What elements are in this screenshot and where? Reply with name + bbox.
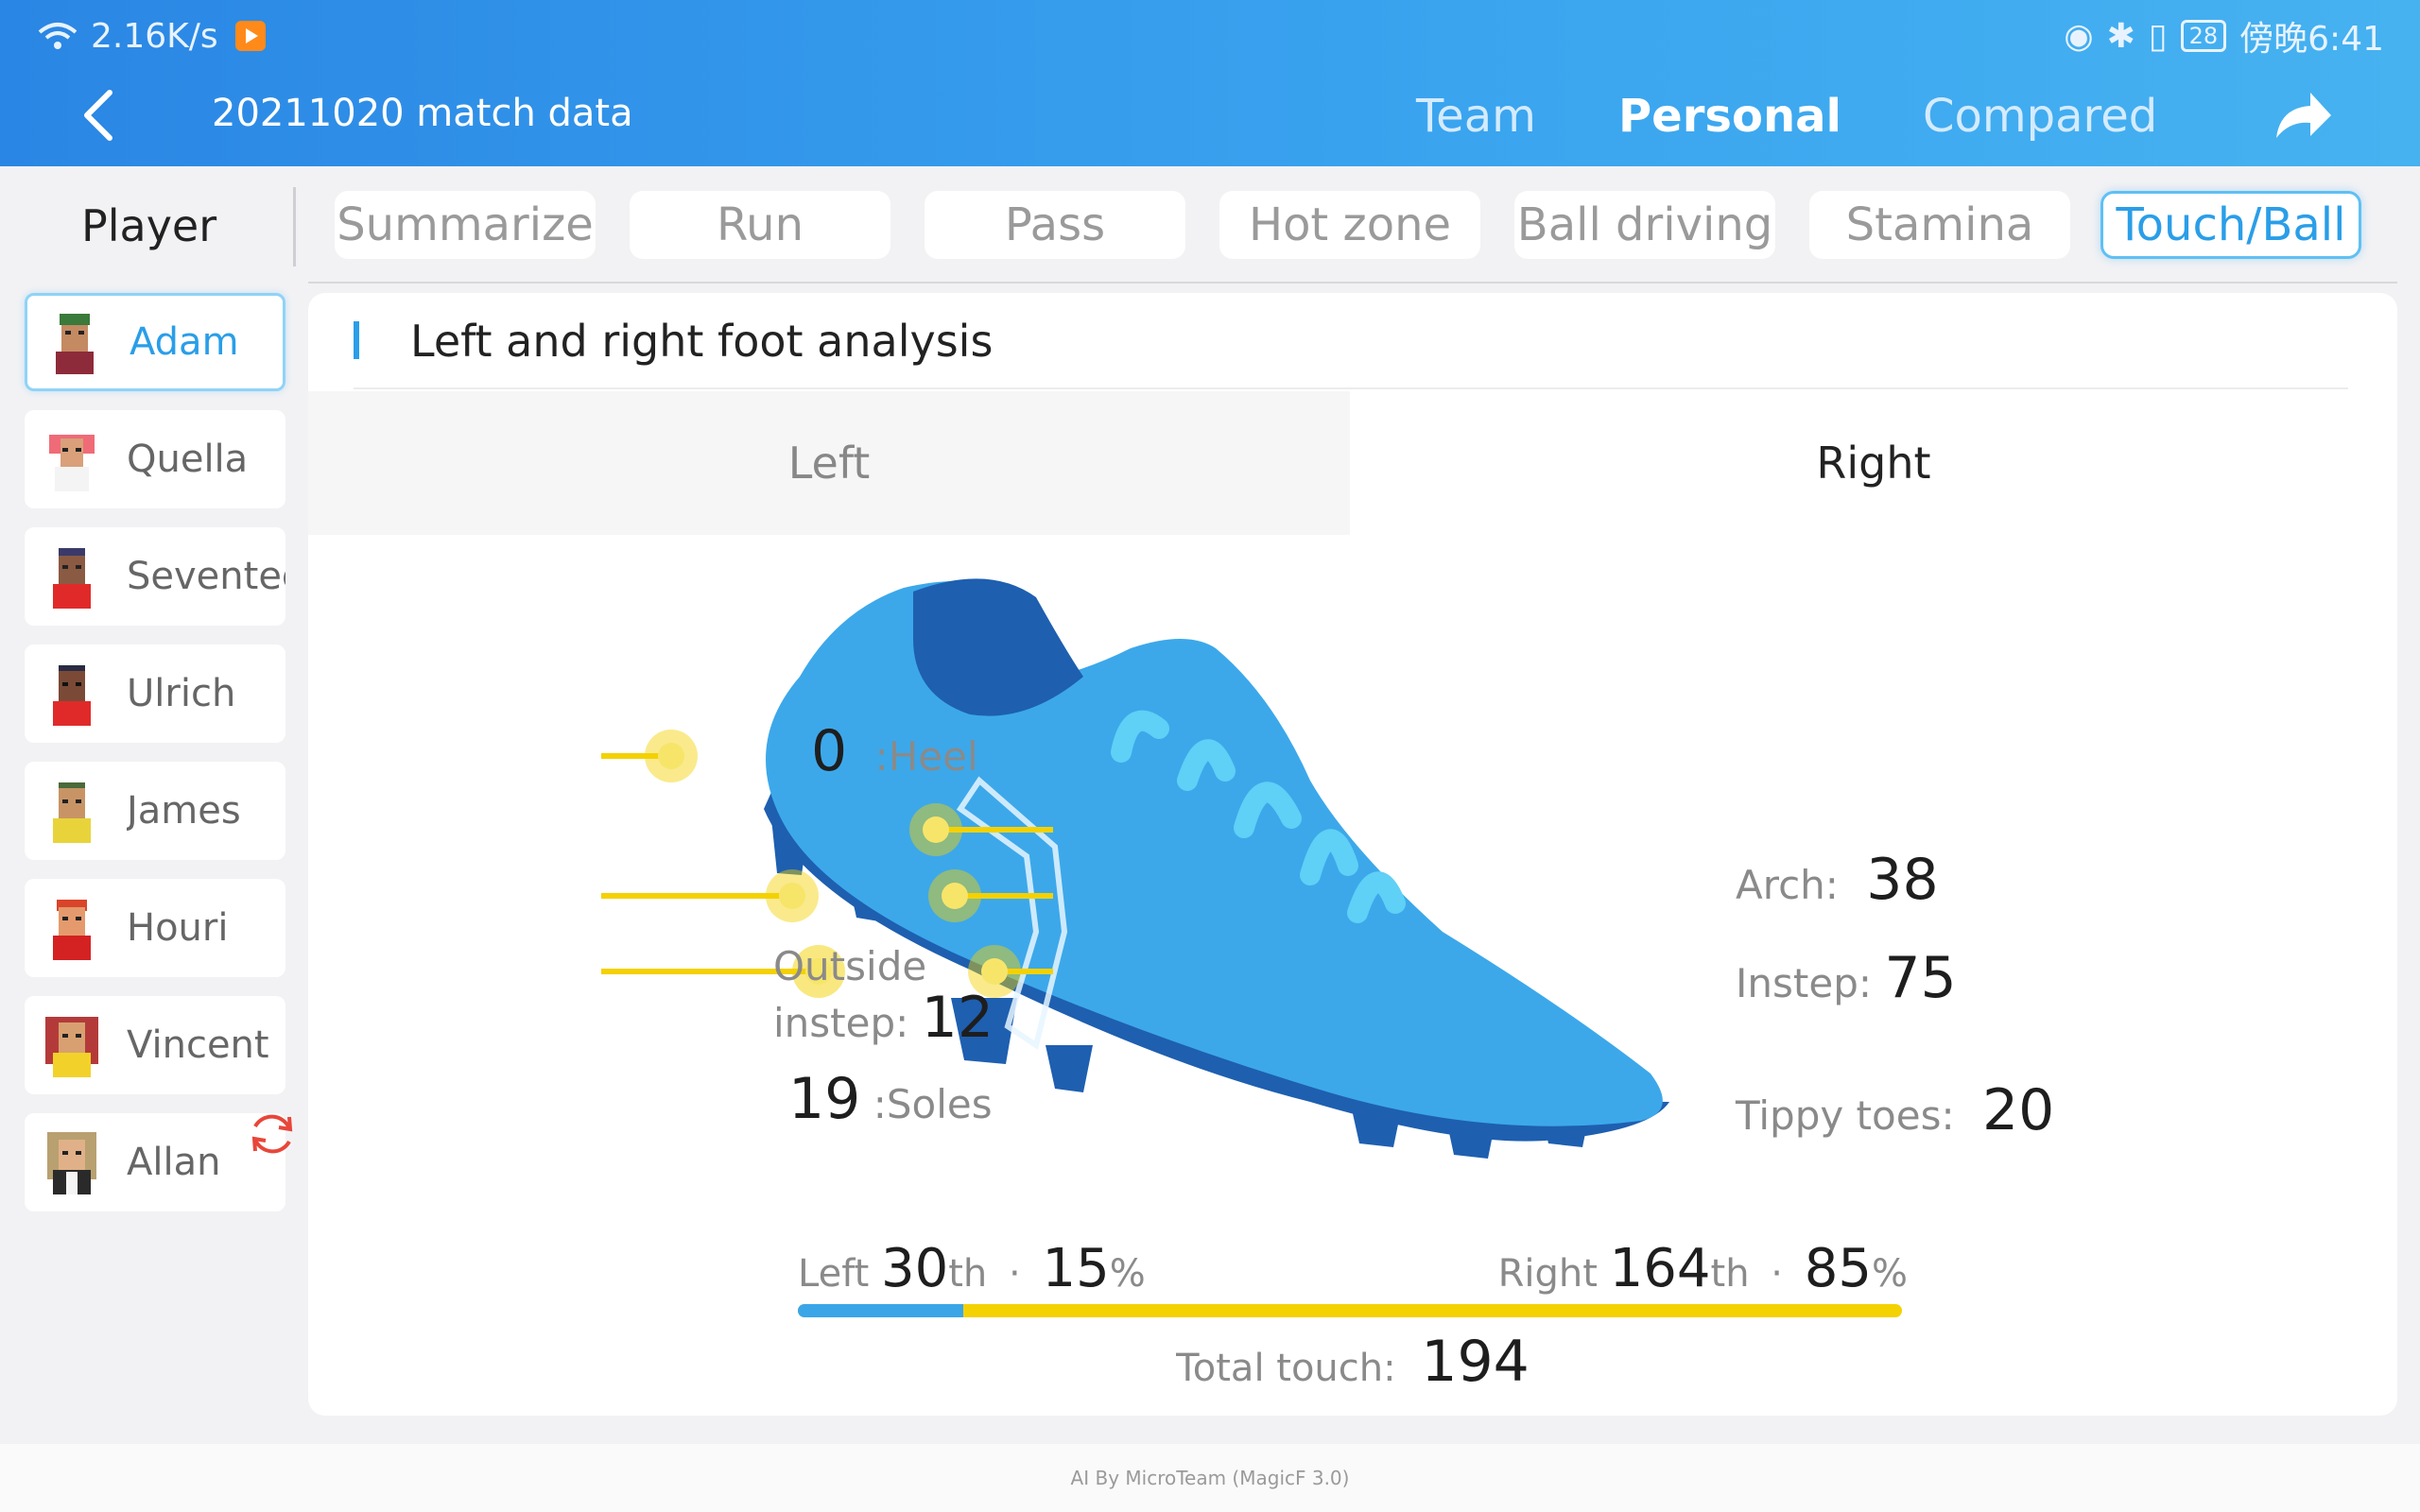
zone-tippy-toes: Tippy toes: 20	[1736, 1077, 2054, 1143]
subtab-summarize[interactable]: Summarize	[335, 191, 596, 259]
total-touch-label: Total touch:	[1176, 1347, 1396, 1390]
share-icon[interactable]	[2273, 87, 2335, 144]
app-header: 2.16K/s ◉ ✱ ▯ 28 傍晚6:41 20211020 match d…	[0, 0, 2420, 166]
zone-heel: 0 :Heel	[811, 718, 978, 784]
zone-markers	[645, 730, 1021, 998]
heading-divider	[293, 187, 296, 266]
total-touch-value: 194	[1421, 1329, 1530, 1395]
player-item-seventee[interactable]: Seventee	[25, 527, 285, 626]
right-separator: ·	[1771, 1252, 1783, 1296]
zone-instep: Instep: 75	[1736, 945, 1957, 1011]
footer-credit: AI By MicroTeam (MagicF 3.0)	[0, 1444, 2420, 1512]
tab-compared[interactable]: Compared	[1923, 90, 2158, 143]
back-arrow-icon[interactable]	[76, 87, 119, 144]
bluetooth-icon: ✱	[2106, 16, 2135, 56]
zone-outside-instep-label: Outside	[773, 943, 927, 989]
player-name: Vincent	[127, 1023, 269, 1067]
shoe-illustration	[601, 578, 1669, 1159]
section-marker	[354, 321, 359, 359]
player-name: Ulrich	[127, 672, 236, 715]
left-foot-fill	[798, 1304, 964, 1317]
subtab-touch-ball[interactable]: Touch/Ball	[2100, 191, 2361, 259]
clock: 傍晚6:41	[2239, 20, 2384, 59]
subtab-run[interactable]: Run	[630, 191, 890, 259]
status-bar-left: 2.16K/s	[38, 13, 266, 59]
instep-label: Instep:	[1736, 960, 1873, 1006]
player-name: Adam	[130, 320, 239, 364]
player-item-ulrich[interactable]: Ulrich	[25, 644, 285, 743]
section-divider	[354, 387, 2348, 389]
player-item-allan[interactable]: Allan	[25, 1113, 285, 1211]
soles-value: 19	[788, 1066, 861, 1132]
zone-outside-instep: instep: 12	[773, 985, 994, 1051]
avatar	[53, 782, 91, 843]
left-percent: 15	[1042, 1238, 1110, 1299]
vibrate-icon: ▯	[2148, 16, 2168, 56]
eye-icon: ◉	[2064, 16, 2094, 56]
toggle-right-foot[interactable]: Right	[1350, 391, 2397, 535]
player-name: Quella	[127, 438, 249, 481]
refresh-icon[interactable]	[246, 1108, 299, 1160]
media-app-icon	[234, 21, 266, 51]
status-bar-right: ◉ ✱ ▯ 28 傍晚6:41	[2064, 13, 2384, 60]
arch-value: 38	[1866, 847, 1939, 913]
zone-soles: 19 :Soles	[788, 1066, 993, 1132]
player-name: Seventee	[127, 555, 285, 598]
avatar	[49, 435, 95, 491]
outside-instep-label: instep:	[773, 1000, 909, 1046]
player-item-quella[interactable]: Quella	[25, 410, 285, 508]
player-item-james[interactable]: James	[25, 762, 285, 860]
player-name: Allan	[127, 1141, 221, 1184]
total-touch: Total touch: 194	[308, 1329, 2397, 1395]
foot-ratio-bar	[798, 1304, 1902, 1317]
right-count: 164	[1609, 1238, 1711, 1299]
player-heading: Player	[81, 200, 217, 251]
player-name: Houri	[127, 906, 229, 950]
zone-arch: Arch: 38	[1736, 847, 1939, 913]
avatar	[53, 900, 91, 960]
right-summary-label: Right	[1497, 1252, 1598, 1296]
player-name: James	[127, 789, 241, 833]
left-separator: ·	[1009, 1252, 1021, 1296]
left-summary: Left 30th · 15%	[798, 1238, 1146, 1299]
heel-value: 0	[811, 718, 848, 784]
left-percent-sign: %	[1109, 1252, 1146, 1296]
analysis-panel: Left and right foot analysis Left Right	[308, 293, 2397, 1416]
tab-personal[interactable]: Personal	[1618, 90, 1841, 143]
avatar	[56, 314, 94, 374]
tab-team[interactable]: Team	[1416, 90, 1536, 143]
subtab-stamina[interactable]: Stamina	[1809, 191, 2070, 259]
right-count-suffix: th	[1710, 1252, 1750, 1296]
left-summary-label: Left	[798, 1252, 870, 1296]
left-count-suffix: th	[948, 1252, 988, 1296]
battery-icon: 28	[2180, 20, 2227, 52]
avatar	[47, 1132, 96, 1194]
avatar	[45, 1017, 98, 1077]
right-percent: 85	[1804, 1238, 1872, 1299]
toggle-left-foot[interactable]: Left	[308, 391, 1350, 535]
subtab-pass[interactable]: Pass	[925, 191, 1185, 259]
subtab-hot-zone[interactable]: Hot zone	[1219, 191, 1480, 259]
soles-label: :Soles	[873, 1081, 993, 1127]
player-item-vincent[interactable]: Vincent	[25, 996, 285, 1094]
right-summary: Right 164th · 85%	[1498, 1238, 1908, 1299]
network-speed: 2.16K/s	[91, 16, 218, 56]
section-title: Left and right foot analysis	[410, 316, 994, 367]
wifi-icon	[38, 23, 78, 49]
subtab-ball-driving[interactable]: Ball driving	[1514, 191, 1775, 259]
player-item-adam[interactable]: Adam	[25, 293, 285, 391]
right-percent-sign: %	[1871, 1252, 1908, 1296]
page-title: 20211020 match data	[212, 92, 633, 135]
avatar	[53, 548, 91, 609]
instep-value: 75	[1884, 945, 1957, 1011]
subtab-divider	[308, 282, 2397, 284]
outside-instep-value: 12	[921, 985, 994, 1051]
left-count: 30	[880, 1238, 949, 1299]
player-item-houri[interactable]: Houri	[25, 879, 285, 977]
heel-label: :Heel	[874, 733, 978, 780]
avatar	[53, 665, 91, 726]
arch-label: Arch:	[1736, 862, 1839, 908]
tippy-toes-value: 20	[1981, 1077, 2055, 1143]
tippy-toes-label: Tippy toes:	[1736, 1092, 1955, 1139]
